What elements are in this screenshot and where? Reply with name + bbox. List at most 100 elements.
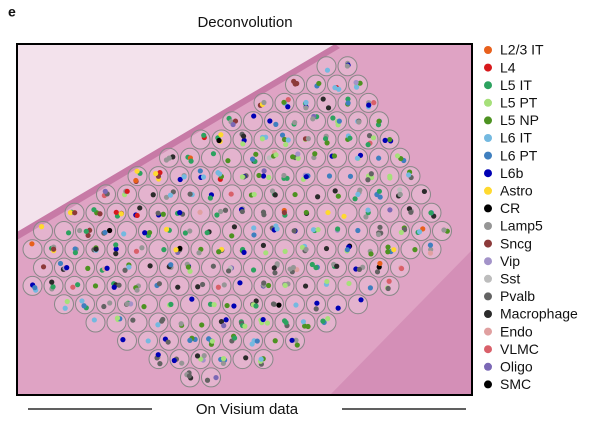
cell-dot bbox=[206, 336, 212, 342]
cell-dot bbox=[62, 305, 68, 311]
cell-dot bbox=[168, 262, 174, 268]
legend-swatch bbox=[484, 98, 492, 107]
legend-label: L6 PT bbox=[500, 147, 538, 163]
cell-dot bbox=[253, 303, 259, 309]
cell-dot bbox=[134, 287, 140, 293]
cell-dot bbox=[231, 335, 238, 341]
cell-dot bbox=[229, 233, 235, 239]
cell-dot bbox=[142, 230, 148, 236]
cell-dot bbox=[210, 151, 217, 157]
cell-dot bbox=[165, 339, 171, 345]
cell-dot bbox=[121, 231, 127, 237]
spot bbox=[222, 294, 242, 315]
cell-dot bbox=[285, 137, 291, 143]
cell-dot bbox=[156, 281, 162, 287]
cell-dot bbox=[386, 278, 392, 284]
cell-dot bbox=[147, 263, 153, 269]
cell-dot bbox=[397, 191, 403, 198]
cell-dot bbox=[85, 232, 91, 238]
cell-dot bbox=[261, 280, 267, 286]
cell-dot bbox=[282, 248, 288, 254]
cell-dot bbox=[303, 246, 309, 253]
cell-dot bbox=[266, 155, 272, 161]
cell-dot bbox=[214, 212, 220, 218]
legend-label: Endo bbox=[500, 323, 533, 339]
cell-dot bbox=[228, 191, 234, 197]
cell-dot bbox=[365, 142, 371, 148]
cell-dot bbox=[283, 319, 289, 326]
cell-dot bbox=[382, 137, 388, 143]
cell-dot bbox=[416, 229, 423, 235]
cell-dot bbox=[146, 229, 153, 236]
cell-dot bbox=[260, 173, 267, 179]
cell-dot bbox=[385, 285, 391, 292]
spot bbox=[138, 257, 158, 278]
cell-dot bbox=[85, 265, 91, 271]
cell-dot bbox=[79, 298, 85, 304]
cell-dot bbox=[320, 318, 326, 324]
cell-dot bbox=[354, 155, 361, 161]
cell-dot bbox=[358, 297, 364, 303]
cell-dot bbox=[114, 315, 121, 321]
spot bbox=[201, 257, 221, 278]
cell-dot bbox=[271, 265, 277, 271]
cell-dot bbox=[367, 285, 374, 291]
spot bbox=[243, 221, 263, 241]
cell-dot bbox=[320, 96, 326, 102]
cell-dot bbox=[225, 268, 232, 274]
cell-dot bbox=[408, 209, 414, 215]
cell-dot bbox=[303, 174, 309, 180]
cell-dot bbox=[289, 337, 295, 343]
spot bbox=[400, 239, 421, 260]
cell-dot bbox=[155, 352, 161, 358]
cell-dot bbox=[29, 241, 35, 247]
spot bbox=[169, 166, 190, 187]
cell-dot bbox=[310, 227, 317, 233]
cell-dot bbox=[385, 249, 391, 255]
cell-dot bbox=[122, 267, 128, 273]
cell-dot bbox=[157, 361, 163, 367]
spot bbox=[148, 239, 169, 260]
cell-dot bbox=[274, 261, 280, 267]
cell-dot bbox=[261, 99, 267, 106]
cell-dot bbox=[137, 205, 143, 211]
spot bbox=[138, 294, 158, 315]
spot bbox=[127, 312, 148, 333]
cell-dot bbox=[139, 245, 145, 251]
cell-dot bbox=[231, 303, 237, 309]
cell-dot bbox=[273, 121, 279, 127]
cell-dot bbox=[216, 137, 222, 144]
cell-dot bbox=[237, 280, 243, 286]
cell-dot bbox=[249, 341, 255, 347]
cell-dot bbox=[175, 284, 181, 290]
cell-dot bbox=[267, 118, 273, 124]
cell-dot bbox=[239, 174, 245, 180]
cell-dot bbox=[345, 100, 351, 106]
spot bbox=[85, 312, 106, 333]
cell-dot bbox=[210, 263, 216, 269]
cell-dot bbox=[397, 187, 403, 193]
cell-dot bbox=[356, 266, 363, 272]
spot bbox=[232, 349, 253, 370]
cell-dot bbox=[166, 155, 172, 161]
cell-dot bbox=[324, 140, 330, 146]
cell-dot bbox=[179, 360, 185, 366]
spot bbox=[358, 129, 379, 150]
cell-dot bbox=[167, 192, 174, 198]
title: Deconvolution bbox=[197, 14, 292, 31]
cell-dot bbox=[155, 210, 161, 216]
spot bbox=[337, 275, 358, 296]
cell-dot bbox=[336, 118, 342, 124]
cell-dot bbox=[412, 247, 418, 253]
spot bbox=[253, 239, 274, 260]
spot bbox=[180, 294, 200, 315]
cell-dot bbox=[97, 211, 103, 217]
cell-dot bbox=[72, 246, 78, 252]
legend-swatch bbox=[484, 274, 492, 283]
cell-dot bbox=[197, 209, 203, 215]
cell-dot bbox=[265, 282, 272, 289]
white-matter bbox=[330, 250, 472, 395]
cell-dot bbox=[93, 246, 99, 252]
cell-dot bbox=[249, 156, 256, 162]
tissue-edge bbox=[17, 44, 340, 240]
